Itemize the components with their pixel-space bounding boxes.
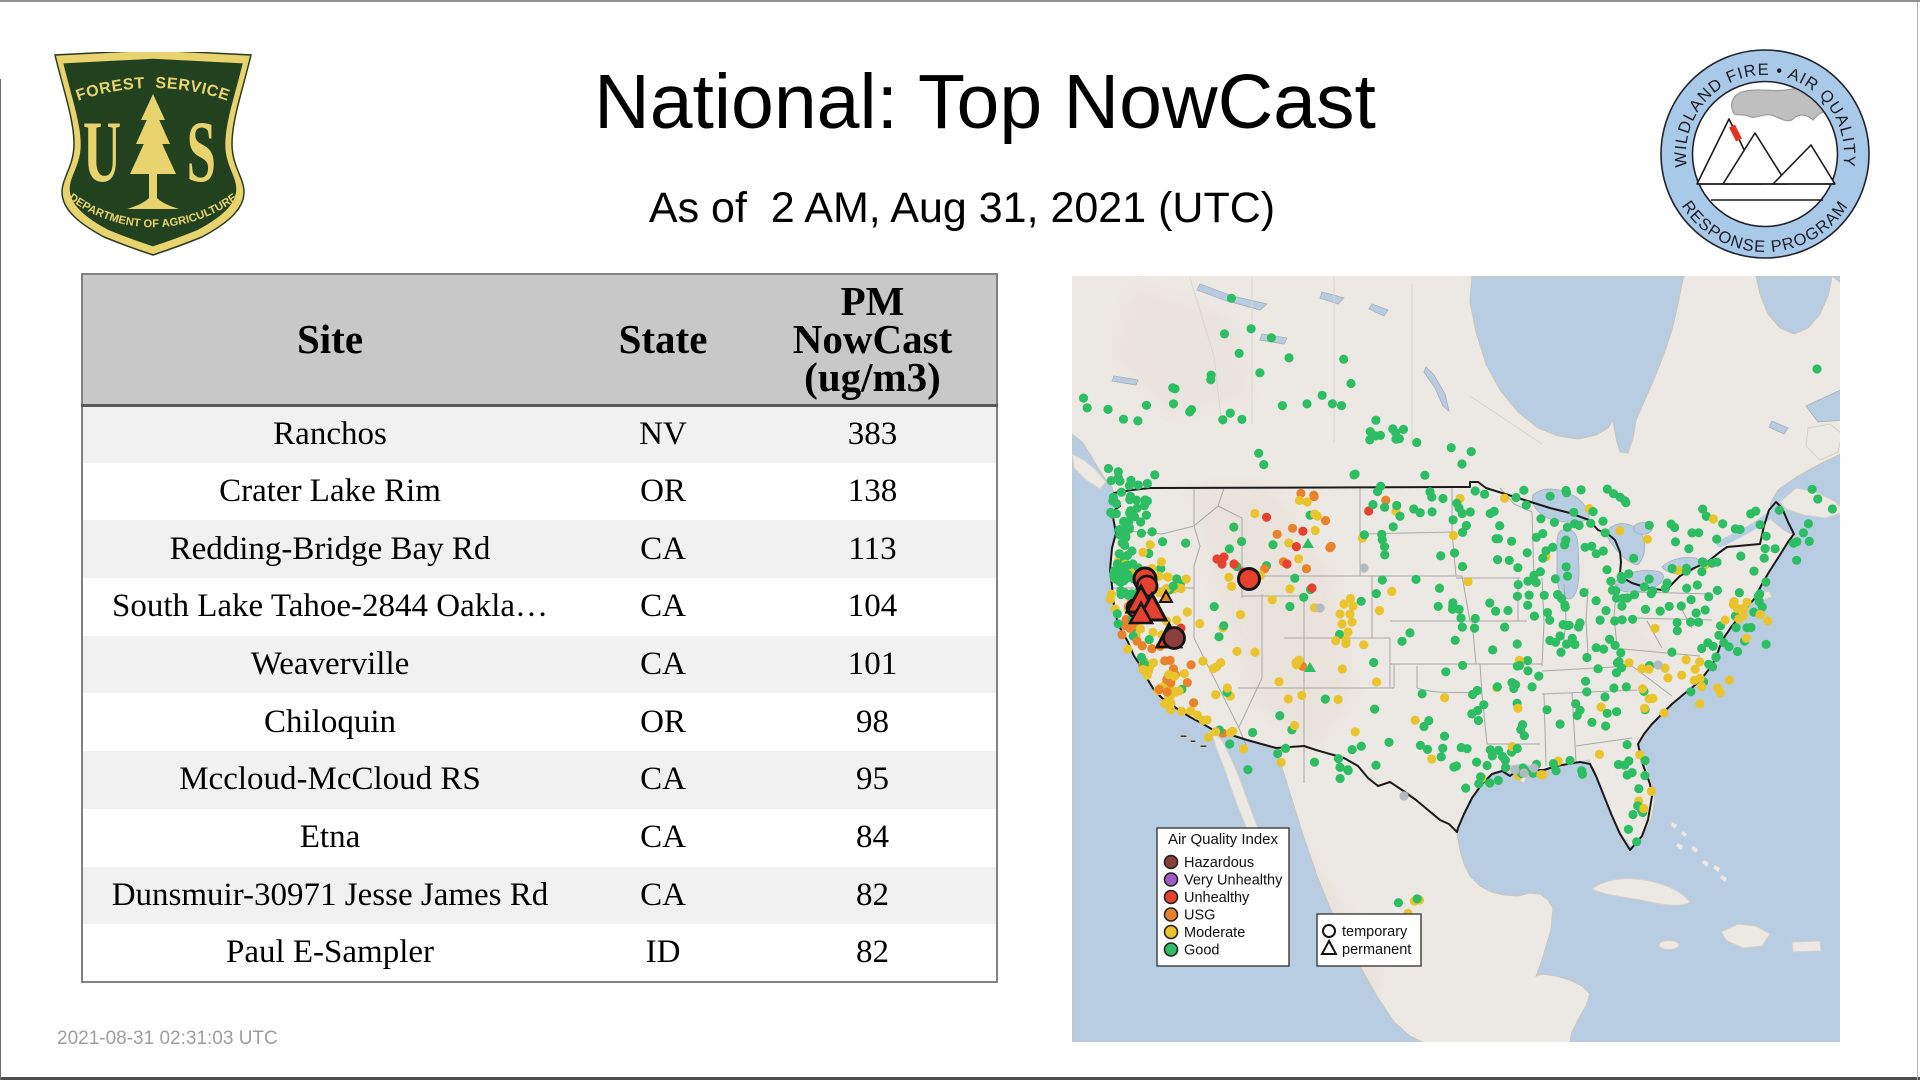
svg-text:temporary: temporary <box>1342 924 1408 940</box>
svg-text:Air Quality Index: Air Quality Index <box>1168 831 1279 848</box>
svg-text:Hazardous: Hazardous <box>1184 855 1254 871</box>
svg-text:USG: USG <box>1184 908 1215 924</box>
svg-text:U: U <box>83 102 121 200</box>
svg-text:S: S <box>187 102 216 200</box>
svg-text:Very Unhealthy: Very Unhealthy <box>1184 873 1283 889</box>
svg-text:Moderate: Moderate <box>1184 925 1245 941</box>
svg-text:permanent: permanent <box>1342 942 1411 958</box>
svg-text:Good: Good <box>1184 943 1219 959</box>
svg-text:Unhealthy: Unhealthy <box>1184 890 1250 906</box>
